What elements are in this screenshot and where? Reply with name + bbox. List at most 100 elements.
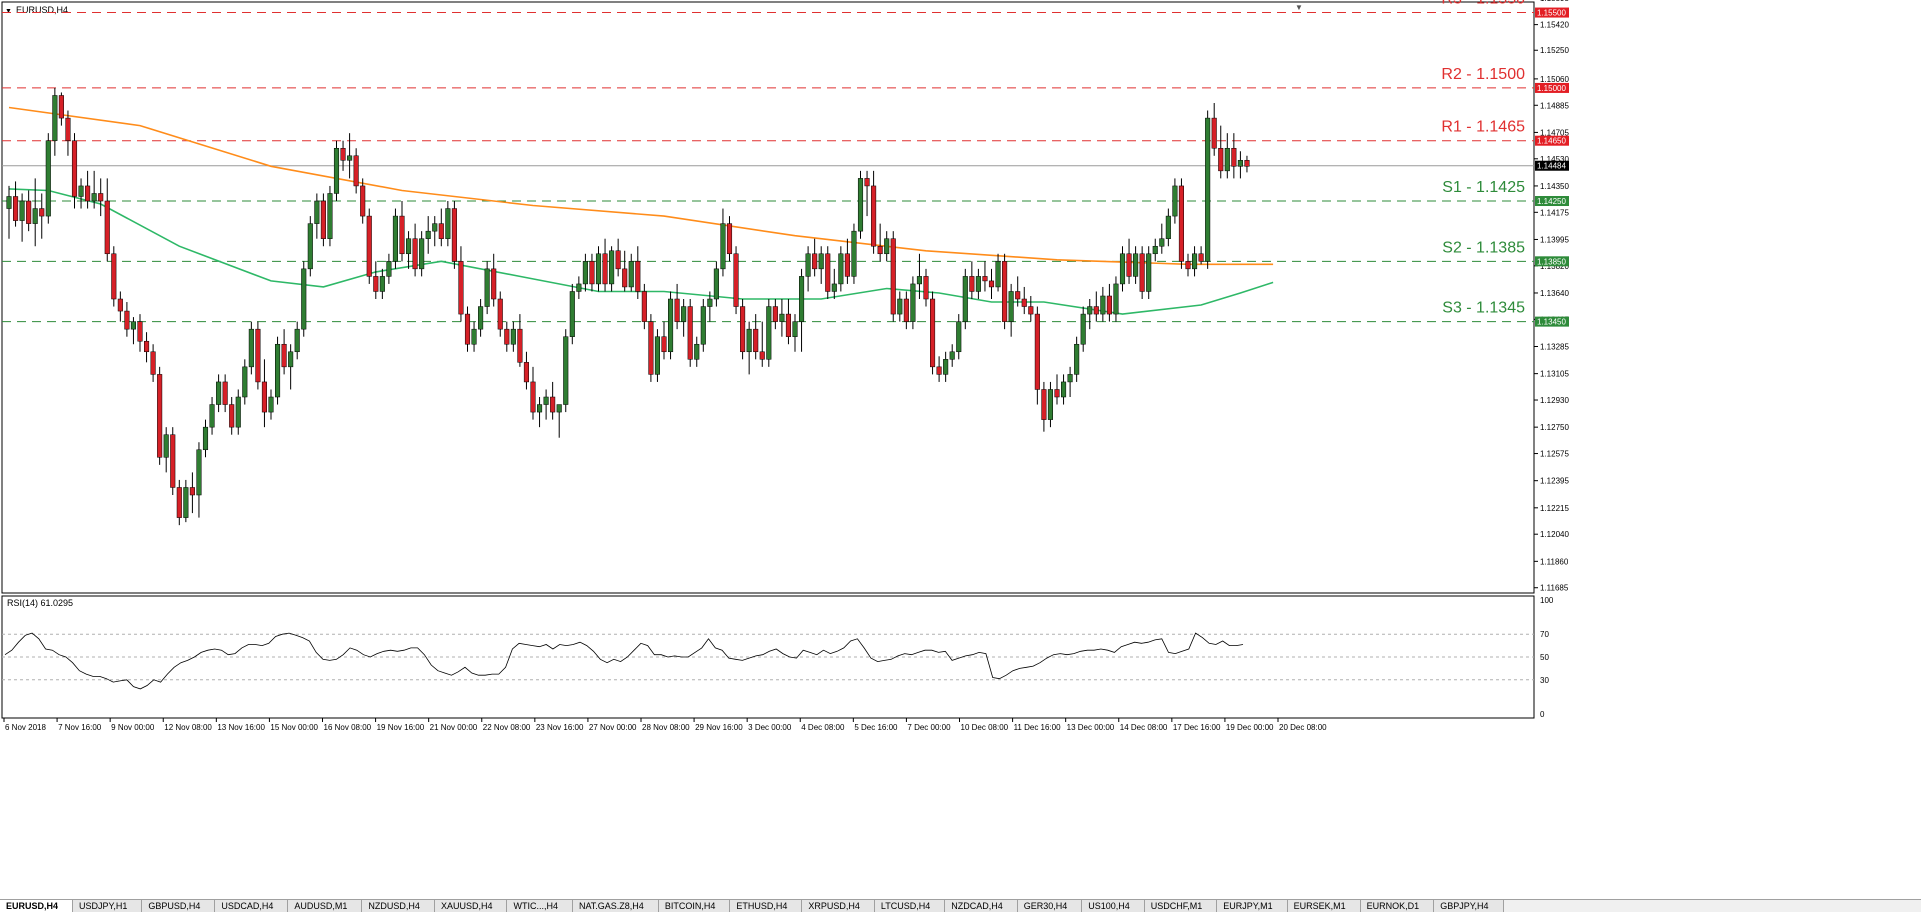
candle-bull[interactable] xyxy=(1067,374,1073,383)
candle-bear[interactable] xyxy=(825,253,831,292)
candle-bull[interactable] xyxy=(242,366,248,398)
candle-bull[interactable] xyxy=(654,336,661,375)
candle-bull[interactable] xyxy=(432,223,438,232)
candle-bull[interactable] xyxy=(707,298,713,307)
candle-bear[interactable] xyxy=(340,147,346,161)
candle-bull[interactable] xyxy=(897,298,903,315)
candle-bull[interactable] xyxy=(347,155,353,161)
candle-bear[interactable] xyxy=(157,374,163,458)
candle-bear[interactable] xyxy=(1093,306,1099,315)
candle-bull[interactable] xyxy=(163,434,169,458)
candle-bull[interactable] xyxy=(766,306,772,360)
candle-bear[interactable] xyxy=(1178,185,1185,262)
candle-bull[interactable] xyxy=(943,359,949,375)
candle-bull[interactable] xyxy=(52,95,58,141)
candle-bear[interactable] xyxy=(923,276,929,300)
symbol-tab[interactable]: GBPUSD,H4 xyxy=(142,900,216,912)
candle-bear[interactable] xyxy=(13,196,19,221)
candle-bull[interactable] xyxy=(962,276,968,322)
candle-bull[interactable] xyxy=(582,261,588,285)
candle-bear[interactable] xyxy=(648,321,654,375)
candle-bull[interactable] xyxy=(275,343,281,398)
candle-bear[interactable] xyxy=(726,223,733,255)
candle-bull[interactable] xyxy=(799,276,805,322)
candle-bear[interactable] xyxy=(104,200,110,255)
symbol-tab[interactable]: EURJPY,M1 xyxy=(1217,900,1288,912)
candle-bear[interactable] xyxy=(144,340,150,353)
candle-bear[interactable] xyxy=(458,261,464,315)
candle-bull[interactable] xyxy=(1172,185,1178,217)
symbol-tab[interactable]: XRPUSD,H4 xyxy=(802,900,875,912)
candle-bear[interactable] xyxy=(517,328,523,363)
symbol-tab[interactable]: AUDUSD,M1 xyxy=(288,900,363,912)
candle-bear[interactable] xyxy=(641,291,647,322)
candle-bull[interactable] xyxy=(392,215,398,262)
candle-bull[interactable] xyxy=(248,328,254,368)
symbol-tab[interactable]: NAT.GAS.Z8,H4 xyxy=(572,900,659,912)
candle-bear[interactable] xyxy=(674,298,680,322)
candle-bear[interactable] xyxy=(1028,306,1034,315)
symbol-tab[interactable]: XAUUSD,H4 xyxy=(434,900,508,912)
candle-bear[interactable] xyxy=(360,185,366,217)
candle-bear[interactable] xyxy=(982,276,988,282)
candle-bull[interactable] xyxy=(379,276,385,292)
candle-bull[interactable] xyxy=(1133,253,1139,277)
candle-bull[interactable] xyxy=(700,306,706,345)
symbol-arrow-icon[interactable]: ▼ xyxy=(5,8,12,15)
candle-bear[interactable] xyxy=(936,366,942,375)
candle-bull[interactable] xyxy=(838,253,844,285)
candle-bull[interactable] xyxy=(956,321,962,353)
candle-bear[interactable] xyxy=(229,404,235,428)
candle-bull[interactable] xyxy=(235,396,241,428)
candle-bear[interactable] xyxy=(320,200,326,239)
candle-bear[interactable] xyxy=(438,223,444,239)
candle-bull[interactable] xyxy=(425,230,431,239)
candle-bull[interactable] xyxy=(713,268,719,300)
candle-bull[interactable] xyxy=(268,396,274,413)
candle-bull[interactable] xyxy=(831,283,837,292)
candle-bear[interactable] xyxy=(1015,291,1021,300)
candle-bear[interactable] xyxy=(864,178,870,187)
candle-bull[interactable] xyxy=(1113,283,1119,315)
candle-bull[interactable] xyxy=(1061,381,1067,398)
symbol-tab[interactable]: BITCOIN,H4 xyxy=(658,900,731,912)
candle-bear[interactable] xyxy=(255,328,261,383)
candle-bear[interactable] xyxy=(85,185,91,202)
candle-bull[interactable] xyxy=(1192,253,1198,270)
candle-bull[interactable] xyxy=(857,178,864,232)
candle-bear[interactable] xyxy=(353,155,359,187)
candle-bear[interactable] xyxy=(759,351,765,360)
candle-bull[interactable] xyxy=(1100,295,1106,315)
candle-bear[interactable] xyxy=(1021,298,1027,307)
candle-bull[interactable] xyxy=(975,276,981,292)
candle-bear[interactable] xyxy=(772,306,778,322)
candle-bear[interactable] xyxy=(930,298,936,368)
symbol-tab[interactable]: NZDUSD,H4 xyxy=(362,900,435,912)
candle-bull[interactable] xyxy=(537,404,543,413)
candle-bull[interactable] xyxy=(694,343,700,360)
candle-bear[interactable] xyxy=(504,328,510,345)
candle-bear[interactable] xyxy=(399,215,405,255)
candle-bull[interactable] xyxy=(471,328,477,345)
candle-bull[interactable] xyxy=(569,291,575,337)
symbol-tab[interactable]: EURNOK,D1 xyxy=(1360,900,1435,912)
candle-bull[interactable] xyxy=(681,306,687,322)
symbol-tab[interactable]: USDCHF,M1 xyxy=(1144,900,1218,912)
candle-bull[interactable] xyxy=(910,283,916,322)
candle-bear[interactable] xyxy=(1244,160,1250,167)
candle-bull[interactable] xyxy=(595,253,602,285)
candle-bear[interactable] xyxy=(812,253,818,270)
candle-bull[interactable] xyxy=(1165,215,1171,239)
candle-bull[interactable] xyxy=(1237,160,1243,167)
symbol-tab[interactable]: USDJPY,H1 xyxy=(73,900,143,912)
candle-bull[interactable] xyxy=(209,404,215,428)
candle-bear[interactable] xyxy=(1002,261,1008,322)
candle-bear[interactable] xyxy=(1106,295,1112,315)
candle-bear[interactable] xyxy=(464,313,471,345)
candle-bear[interactable] xyxy=(261,381,267,413)
candle-bull[interactable] xyxy=(183,487,189,518)
candle-bear[interactable] xyxy=(451,208,457,262)
scroll-marker-icon[interactable]: ▼ xyxy=(1295,3,1303,12)
candle-bull[interactable] xyxy=(1074,343,1080,375)
